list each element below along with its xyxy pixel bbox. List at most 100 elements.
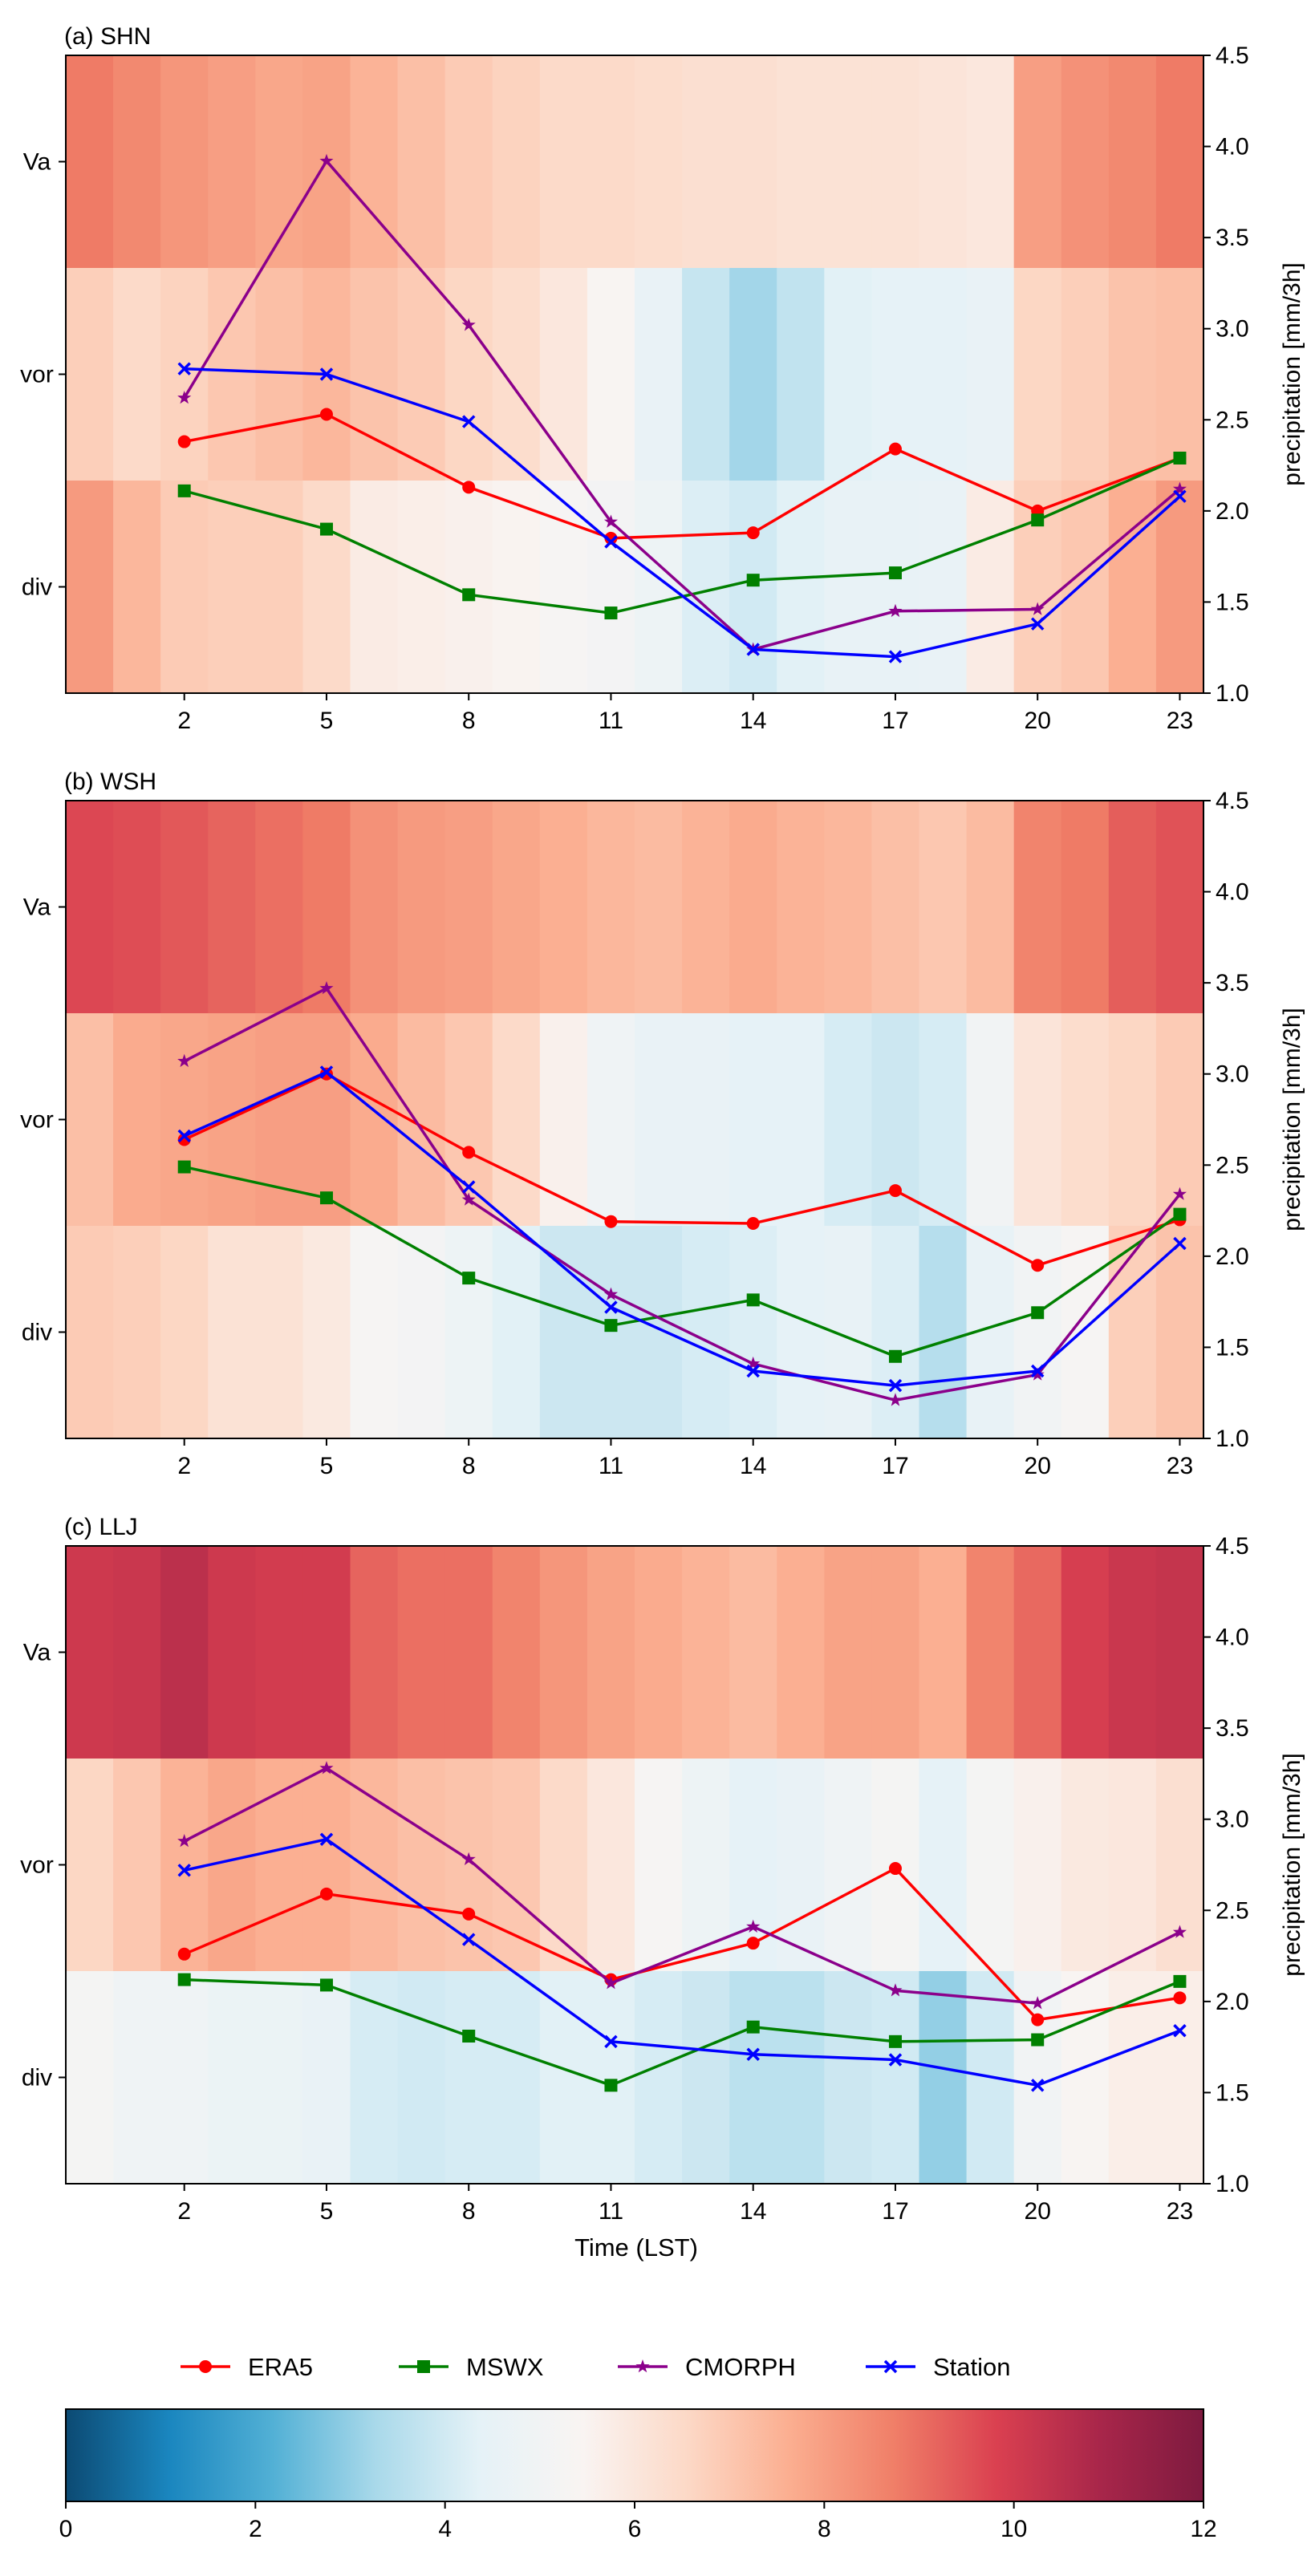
y-tick-label: 1.0 bbox=[1216, 1426, 1249, 1452]
x-tick-label: 23 bbox=[1167, 2198, 1193, 2225]
heatmap-cell bbox=[871, 1971, 920, 2185]
heatmap-cell bbox=[777, 55, 825, 269]
data-point bbox=[746, 1919, 761, 1933]
x-tick-label: 5 bbox=[320, 1453, 334, 1479]
y-tick-label: 2.5 bbox=[1216, 1897, 1249, 1924]
x-tick-label: 14 bbox=[740, 708, 766, 734]
y-tick-label: 2.0 bbox=[1216, 1989, 1249, 2015]
y-tick-label: 3.0 bbox=[1216, 1807, 1249, 1833]
heatmap-cell bbox=[1155, 1971, 1204, 2185]
heatmap-cell bbox=[682, 1013, 730, 1227]
series-line bbox=[183, 1072, 1181, 1267]
heatmap-cell bbox=[635, 1226, 683, 1439]
data-point bbox=[888, 442, 902, 456]
data-point bbox=[319, 522, 333, 536]
heatmap-cell bbox=[777, 481, 825, 694]
heatmap-cell bbox=[729, 1971, 777, 2185]
heatmap-cell bbox=[1108, 481, 1157, 694]
panel-2: (b) WSH Va vor div 2 5 8 11 14 17 20 23 1.0 1.5 2.0 2.5… bbox=[20, 769, 1305, 1479]
heatmap-cell bbox=[729, 1013, 777, 1227]
heatmap-cell bbox=[635, 55, 683, 269]
heatmap-cell bbox=[397, 1226, 446, 1439]
heatmap-cell bbox=[302, 1226, 351, 1439]
heatmap-cell bbox=[1108, 1546, 1157, 1759]
data-point bbox=[888, 1378, 903, 1393]
data-point bbox=[604, 1319, 618, 1333]
data-point bbox=[177, 1133, 191, 1146]
data-point bbox=[888, 1393, 903, 1406]
heatmap-cell bbox=[160, 268, 209, 481]
y-tick-label: 3.5 bbox=[1216, 1715, 1249, 1742]
legend-item: ERA5 bbox=[181, 2353, 313, 2381]
data-point bbox=[604, 2079, 618, 2092]
series-cmorph bbox=[177, 1761, 1187, 2010]
y-tick-label: 4.5 bbox=[1216, 788, 1249, 814]
heatmap-cell bbox=[208, 1226, 256, 1439]
heatmap-cell bbox=[729, 1226, 777, 1439]
data-point bbox=[746, 1356, 761, 1370]
data-point bbox=[319, 1761, 334, 1775]
data-point bbox=[462, 588, 476, 602]
data-point bbox=[319, 1978, 333, 1992]
heatmap-cell bbox=[729, 1546, 777, 1759]
heatmap-cell bbox=[113, 268, 161, 481]
heatmap-cell bbox=[777, 801, 825, 1014]
heatmap-cell bbox=[1061, 268, 1110, 481]
data-point bbox=[1031, 1306, 1045, 1320]
heatmap-cell bbox=[586, 1226, 635, 1439]
row-label: vor bbox=[20, 1852, 54, 1879]
heatmap-cell bbox=[350, 1546, 399, 1759]
x-tick-label: 11 bbox=[599, 708, 623, 734]
heatmap-cell bbox=[1013, 1546, 1062, 1759]
heatmap-cell bbox=[539, 55, 588, 269]
heatmap-cell bbox=[160, 1546, 209, 1759]
heatmap-cell bbox=[824, 1013, 873, 1227]
legend: ERA5 MSWX CMORPH Station bbox=[181, 2353, 1011, 2381]
heatmap-cell bbox=[397, 1971, 446, 2185]
heatmap-cell bbox=[160, 1226, 209, 1439]
heatmap-cell bbox=[919, 1971, 968, 2185]
heatmap-cell bbox=[919, 268, 968, 481]
y-tick-label: 4.0 bbox=[1216, 1625, 1249, 1651]
heatmap-cell bbox=[444, 1546, 493, 1759]
row-label: vor bbox=[20, 1107, 54, 1134]
heatmap-cell bbox=[966, 55, 1015, 269]
series-line bbox=[183, 159, 1181, 651]
y-axis-label: precipitation [mm/3h] bbox=[1279, 1753, 1305, 1976]
heatmap-cell bbox=[1155, 481, 1204, 694]
heatmap-cell bbox=[1155, 55, 1204, 269]
y-axis-label: precipitation [mm/3h] bbox=[1279, 1008, 1305, 1231]
heatmap-cell bbox=[777, 1971, 825, 2185]
heatmap-cell bbox=[492, 55, 541, 269]
data-point bbox=[888, 1349, 902, 1363]
heatmap-cell bbox=[777, 1226, 825, 1439]
heatmap-cell bbox=[682, 268, 730, 481]
legend-marker bbox=[883, 2359, 898, 2374]
data-point bbox=[1173, 489, 1187, 503]
heatmap-cell bbox=[1108, 801, 1157, 1014]
x-tick-label: 2 bbox=[177, 708, 191, 734]
heatmap-cell bbox=[66, 1546, 114, 1759]
y-tick-label: 2.0 bbox=[1216, 498, 1249, 525]
heatmap-cell bbox=[966, 481, 1015, 694]
heatmap-cell bbox=[539, 1971, 588, 2185]
heatmap-cell bbox=[919, 1546, 968, 1759]
x-tick-label: 5 bbox=[320, 2198, 334, 2225]
data-point bbox=[604, 1215, 618, 1228]
heatmap-cell bbox=[871, 55, 920, 269]
data-point bbox=[746, 1364, 760, 1378]
heatmap-cell bbox=[208, 1759, 256, 1972]
heatmap-cell bbox=[586, 268, 635, 481]
heatmap-cell bbox=[919, 1013, 968, 1227]
heatmap-cell bbox=[397, 268, 446, 481]
heatmap-cell bbox=[1013, 801, 1062, 1014]
legend-label: ERA5 bbox=[248, 2353, 313, 2381]
colorbar-tick-label: 12 bbox=[1190, 2516, 1216, 2542]
heatmap-cell bbox=[682, 801, 730, 1014]
heatmap-cell bbox=[255, 801, 304, 1014]
x-tick-label: 17 bbox=[882, 708, 908, 734]
x-tick-label: 14 bbox=[740, 1453, 766, 1479]
heatmap-cell bbox=[113, 1759, 161, 1972]
data-point bbox=[1030, 602, 1045, 615]
series-line bbox=[183, 1070, 1181, 1387]
